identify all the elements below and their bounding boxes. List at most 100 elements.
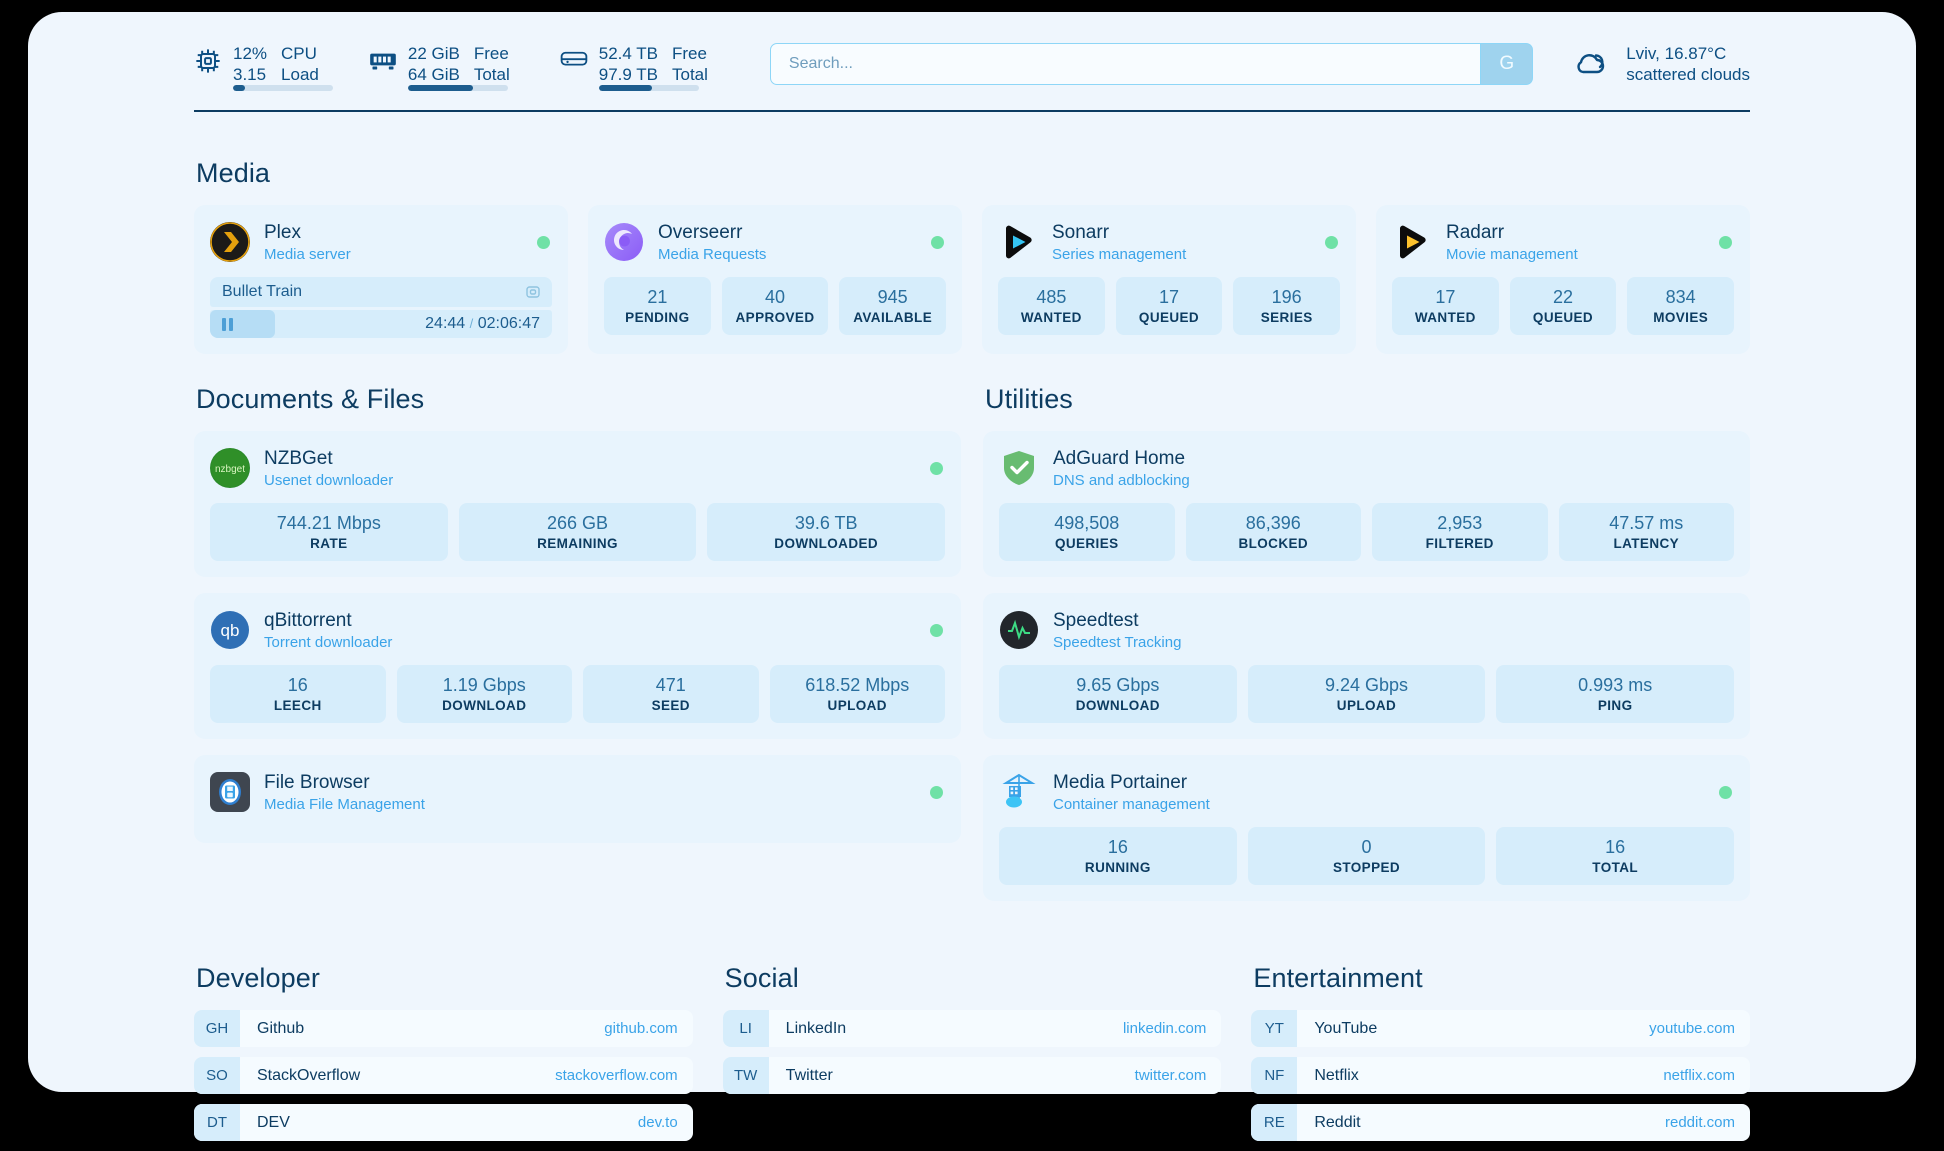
service-card-qbittorrent[interactable]: qb qBittorrent Torrent downloader 16 LEE… <box>194 593 961 739</box>
bookmark-item-youtube[interactable]: YT YouTube youtube.com <box>1251 1010 1751 1047</box>
cpu-usage-bar-fill <box>233 85 245 91</box>
media-section: Media Plex Media server <box>194 158 1750 354</box>
status-badge-qbittorrent <box>930 624 943 637</box>
status-badge-sonarr <box>1325 236 1338 249</box>
stat-tile[interactable]: 471 SEED <box>583 665 759 723</box>
nzbget-subtitle: Usenet downloader <box>264 471 394 489</box>
now-playing-title-row[interactable]: Bullet Train <box>210 277 552 307</box>
now-playing-progress[interactable]: 24:44 / 02:06:47 <box>210 310 552 338</box>
plex-icon <box>210 222 250 262</box>
stat-tile[interactable]: 47.57 ms LATENCY <box>1558 503 1734 561</box>
bookmark-item-dev[interactable]: DT DEV dev.to <box>194 1104 693 1141</box>
stat-memory: 22 GiB 64 GiB Free Total <box>369 43 526 91</box>
stat-tile[interactable]: 17 WANTED <box>1392 277 1499 335</box>
stat-tile[interactable]: 39.6 TB DOWNLOADED <box>707 503 946 561</box>
stat-label: TOTAL <box>1592 860 1639 875</box>
pause-icon[interactable] <box>222 317 233 331</box>
bookmark-item-stackoverflow[interactable]: SO StackOverflow stackoverflow.com <box>194 1057 693 1094</box>
cpu-usage-value: 12% <box>233 44 268 63</box>
service-card-sonarr[interactable]: Sonarr Series management 485 WANTED 17 Q… <box>982 205 1356 354</box>
bookmark-url: dev.to <box>637 1114 678 1131</box>
bookmark-url: stackoverflow.com <box>555 1067 678 1084</box>
now-playing-elapsed: 24:44 <box>425 315 466 332</box>
stat-tile[interactable]: 86,396 BLOCKED <box>1185 503 1361 561</box>
memory-total-value: 64 GiB <box>407 65 460 84</box>
bookmark-item-linkedin[interactable]: LI LinkedIn linkedin.com <box>722 1010 1222 1047</box>
stat-tile[interactable]: 0 STOPPED <box>1247 827 1486 885</box>
status-badge-nzbget <box>930 462 943 475</box>
service-card-overseerr[interactable]: Overseerr Media Requests 21 PENDING 40 A… <box>588 205 962 354</box>
bookmark-item-github[interactable]: GH Github github.com <box>194 1010 693 1047</box>
stat-label: UPLOAD <box>827 698 887 713</box>
sonarr-name: Sonarr <box>1052 221 1110 243</box>
stat-tile[interactable]: 9.24 Gbps UPLOAD <box>1247 665 1486 723</box>
stat-value: 196 <box>1271 287 1302 307</box>
service-card-radarr[interactable]: Radarr Movie management 17 WANTED 22 QUE… <box>1376 205 1750 354</box>
stat-value: 2,953 <box>1437 513 1483 533</box>
stat-value: 9.24 Gbps <box>1324 675 1409 695</box>
stat-tile[interactable]: 266 GB REMAINING <box>458 503 697 561</box>
memory-free-value: 22 GiB <box>407 44 460 63</box>
stat-tile[interactable]: 945 AVAILABLE <box>839 277 947 335</box>
stat-tile[interactable]: 40 APPROVED <box>721 277 829 335</box>
stat-tile[interactable]: 834 MOVIES <box>1627 277 1735 335</box>
bookmark-item-twitter[interactable]: TW Twitter twitter.com <box>722 1057 1222 1094</box>
stat-tile[interactable]: 618.52 Mbps UPLOAD <box>769 665 945 723</box>
bookmark-url: reddit.com <box>1664 1114 1736 1131</box>
stat-value: 86,396 <box>1245 513 1301 533</box>
stat-label: WANTED <box>1414 310 1476 325</box>
search-input[interactable]: Search... <box>769 43 1482 85</box>
documents-section-title: Documents & Files <box>196 384 425 414</box>
now-playing-title: Bullet Train <box>222 283 303 300</box>
stat-tile[interactable]: 17 QUEUED <box>1115 277 1223 335</box>
service-card-file-browser[interactable]: File Browser Media File Management <box>194 755 961 843</box>
bookmark-name: StackOverflow <box>257 1066 361 1084</box>
bookmark-url: github.com <box>604 1020 678 1037</box>
search-engine-button[interactable]: G <box>1481 43 1534 85</box>
adguard-icon <box>999 448 1039 488</box>
status-badge-plex <box>537 236 550 249</box>
memory-icon <box>369 49 397 79</box>
service-card-nzbget[interactable]: nzbget NZBGet Usenet downloader 744.21 M… <box>194 431 961 577</box>
stat-tile[interactable]: 485 WANTED <box>998 277 1105 335</box>
bookmark-item-reddit[interactable]: RE Reddit reddit.com <box>1251 1104 1751 1141</box>
stat-tile[interactable]: 744.21 Mbps RATE <box>210 503 448 561</box>
bookmark-url: youtube.com <box>1649 1020 1736 1037</box>
dashboard-window: 12% 3.15 CPU Load <box>28 12 1916 1141</box>
stat-tile[interactable]: 16 LEECH <box>210 665 386 723</box>
bookmark-item-netflix[interactable]: NF Netflix netflix.com <box>1251 1057 1751 1094</box>
disk-total-value: 97.9 TB <box>598 65 658 84</box>
disk-usage-bar-fill <box>598 85 652 91</box>
file-browser-name: File Browser <box>264 771 370 793</box>
stat-tile[interactable]: 21 PENDING <box>604 277 711 335</box>
stat-tile[interactable]: 9.65 Gbps DOWNLOAD <box>999 665 1237 723</box>
service-card-speedtest[interactable]: Speedtest Speedtest Tracking 9.65 Gbps D… <box>983 593 1750 739</box>
overseerr-name: Overseerr <box>658 221 743 243</box>
stat-tile[interactable]: 22 QUEUED <box>1509 277 1617 335</box>
disk-free-value: 52.4 TB <box>598 44 658 63</box>
stat-label: AVAILABLE <box>853 310 933 325</box>
stat-tile[interactable]: 16 RUNNING <box>999 827 1237 885</box>
stat-tile[interactable]: 1.19 Gbps DOWNLOAD <box>396 665 572 723</box>
stat-tile[interactable]: 16 TOTAL <box>1496 827 1735 885</box>
cast-icon[interactable] <box>525 284 541 300</box>
status-badge-file-browser <box>930 786 943 799</box>
stat-tile[interactable]: 0.993 ms PING <box>1496 665 1735 723</box>
stat-label: QUEUED <box>1138 310 1200 325</box>
service-card-adguard-home[interactable]: AdGuard Home DNS and adblocking 498,508 … <box>983 431 1750 577</box>
bookmark-group-social: Social LI LinkedIn linkedin.com TW Twitt… <box>722 963 1222 1151</box>
stat-tile[interactable]: 2,953 FILTERED <box>1372 503 1548 561</box>
service-card-media-portainer[interactable]: Media Portainer Container management 16 … <box>983 755 1750 901</box>
stat-label: MOVIES <box>1653 310 1709 325</box>
overseerr-icon <box>604 222 644 262</box>
stat-label: PENDING <box>625 310 690 325</box>
qbittorrent-name: qBittorrent <box>264 609 352 631</box>
service-card-plex[interactable]: Plex Media server Bullet Train <box>194 205 568 354</box>
stat-tile[interactable]: 196 SERIES <box>1233 277 1341 335</box>
stat-value: 0 <box>1361 837 1372 857</box>
stat-tile[interactable]: 498,508 QUERIES <box>999 503 1175 561</box>
now-playing-separator: / <box>469 316 474 331</box>
stat-label: SERIES <box>1260 310 1313 325</box>
status-badge-radarr <box>1719 236 1732 249</box>
speedtest-subtitle: Speedtest Tracking <box>1053 633 1182 651</box>
